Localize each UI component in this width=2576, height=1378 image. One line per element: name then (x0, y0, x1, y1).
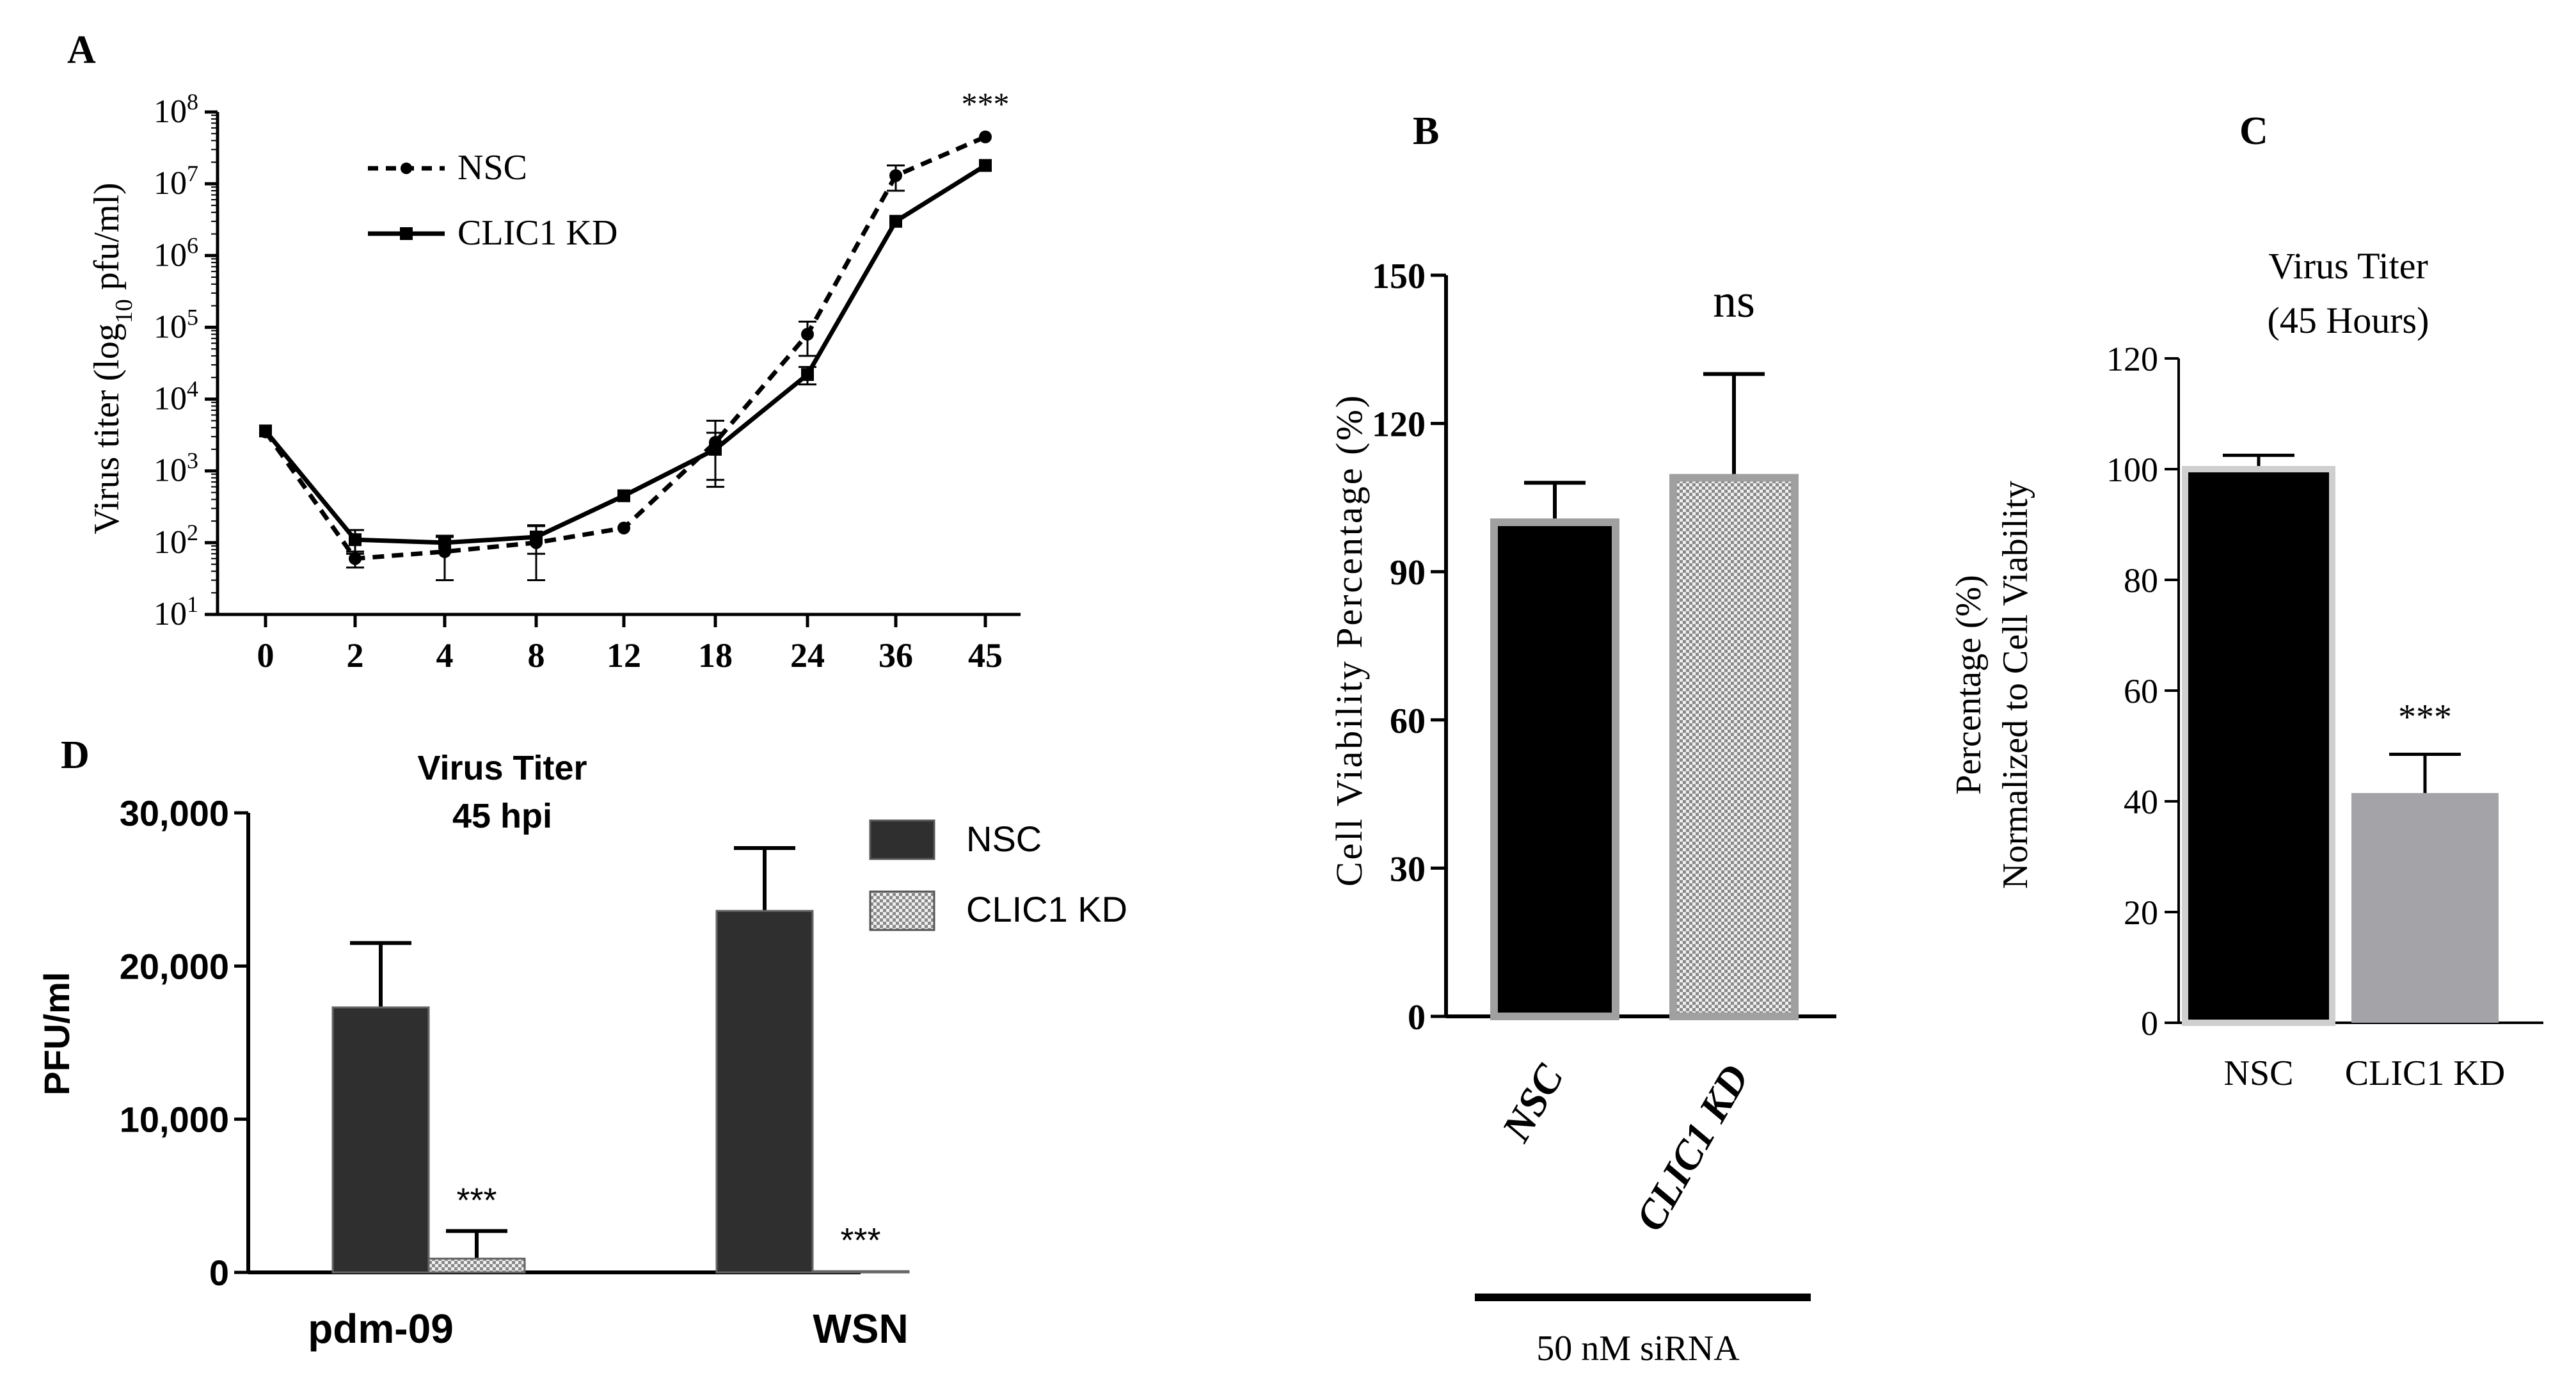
panel-b-y-axis-label: Cell Viability Percentage (%) (1328, 394, 1370, 886)
panel-a-point (530, 530, 543, 543)
panel-b-x-label-nsc: NSC (1493, 1056, 1573, 1149)
panel-a-significance: *** (962, 86, 1010, 122)
panel-a-legend-clic1kd: CLIC1 KD (457, 213, 617, 253)
panel-a-y-tick-label: 103 (154, 448, 198, 489)
panel-c-y-axis-label-line1: Percentage (%) (1949, 575, 1989, 795)
panel-d-legend-nsc: NSC (966, 819, 1042, 859)
panel-a-line (264, 163, 987, 545)
panel-d-legend: NSC CLIC1 KD (869, 819, 1127, 931)
panel-d-legend-clic1kd: CLIC1 KD (966, 889, 1127, 929)
panel-a-legend: NSC CLIC1 KD (368, 148, 617, 253)
panel-a-series-clic1kd (259, 159, 992, 555)
panel-d-significance: *** (840, 1221, 880, 1260)
panel-label-a: A (67, 28, 96, 72)
panel-b-group-label: 50 nM siRNA (1536, 1329, 1740, 1368)
panel-a-series-nsc (259, 130, 992, 581)
panel-d-x-label-pdm09: pdm-09 (308, 1306, 454, 1352)
panel-b-ns-label: ns (1713, 275, 1755, 328)
panel-c-y-axis-label-line2: Normalized to Cell Viability (1996, 481, 2035, 889)
panel-a-x-tick-label: 36 (879, 636, 913, 675)
panel-b-y-tick-label: 60 (1390, 701, 1426, 741)
panel-a-point (801, 328, 814, 341)
panel-d-x-label-wsn: WSN (813, 1306, 908, 1352)
panel-b-y-tick-label: 30 (1390, 849, 1426, 889)
panel-a-point (889, 169, 902, 182)
panel-a-point (259, 424, 272, 438)
panel-a-point (617, 489, 630, 502)
panel-c-bar-nsc (2182, 466, 2335, 1026)
panel-a-x-tick-label: 2 (347, 636, 364, 675)
panel-a-point (979, 130, 992, 143)
panel-c-x-label-clic1kd: CLIC1 KD (2345, 1054, 2505, 1093)
panel-a-y-tick-label: 107 (154, 161, 198, 202)
panel-c-x-label-nsc: NSC (2224, 1054, 2294, 1093)
panel-a-point (979, 159, 992, 172)
panel-a-x-tick-label: 4 (436, 636, 454, 675)
panel-label-d: D (61, 733, 90, 777)
panel-a-y-tick-label: 106 (154, 232, 198, 273)
panel-c-y-tick-label: 120 (2106, 340, 2158, 378)
panel-d-bar-nsc (715, 909, 814, 1274)
panel-d-significance: *** (456, 1181, 497, 1219)
panel-a-point (801, 368, 814, 381)
panel-d-y-tick-label: 10,000 (120, 1100, 229, 1140)
panel-d-title-line2: 45 hpi (452, 797, 552, 835)
panel-d-y-axis-label: PFU/ml (36, 972, 77, 1096)
panel-a-y-axis-label: Virus titer (log10 pfu/ml) (87, 182, 138, 534)
panel-b-y-tick-label: 0 (1408, 998, 1426, 1038)
panel-c-y-tick-label: 100 (2106, 451, 2158, 489)
panel-a-line-chart: 0 2 4 8 12 18 24 36 45 101102103104105106107108 … (87, 86, 1021, 675)
panel-a-point (617, 521, 630, 534)
panel-c-y-tick-label: 80 (2124, 561, 2158, 600)
panel-d-y-tick-label: 30,000 (120, 793, 229, 833)
panel-d-bar-clic1kd (427, 1257, 526, 1274)
panel-b-bar-clic1kd (1669, 474, 1799, 1020)
panel-c-significance: *** (2398, 697, 2452, 737)
panel-c-y-tick-label: 0 (2141, 1004, 2158, 1043)
panel-c-title-line1: Virus Titer (2268, 245, 2428, 287)
panel-b-bar-nsc (1490, 518, 1619, 1020)
panel-d-y-tick-label: 0 (209, 1253, 229, 1293)
panel-a-y-tick-label: 105 (154, 304, 198, 345)
panel-label-c: C (2239, 109, 2268, 153)
panel-a-point (349, 533, 362, 547)
panel-c-bar-clic1kd (2351, 793, 2499, 1023)
panel-a-point (438, 536, 451, 549)
panel-a-point (709, 442, 722, 456)
panel-b-y-tick-label: 150 (1372, 257, 1426, 296)
panel-b-y-tick-label: 120 (1372, 405, 1426, 445)
panel-d-bar-clic1kd (811, 1270, 910, 1274)
panel-a-point (349, 552, 362, 565)
panel-a-x-tick-label: 45 (968, 636, 1003, 675)
panel-a-y-tick-label: 108 (154, 89, 198, 130)
panel-a-y-tick-label: 101 (154, 591, 198, 632)
panel-b-x-label-clic1kd: CLIC1 KD (1626, 1057, 1758, 1238)
panel-a-x-tick-label: 0 (257, 636, 274, 675)
panel-c-title-line2: (45 Hours) (2268, 300, 2429, 341)
panel-a-legend-nsc: NSC (457, 148, 527, 188)
panel-b-bar-chart: 0 30 60 90 120 150 ns Cell Viability Percenta… (1328, 257, 1836, 1368)
panel-label-b: B (1413, 109, 1439, 153)
panel-c-bar-chart: Virus Titer (45 Hours) 0 20 40 60 80 100 120 *… (1949, 245, 2543, 1093)
panel-a-x-tick-label: 12 (607, 636, 641, 675)
panel-d-title-line1: Virus Titer (417, 749, 587, 787)
panel-d-grouped-bar-chart: Virus Titer 45 hpi 0 10,000 20,000 30,000 *… (36, 749, 1127, 1352)
panel-a-x-tick-label: 18 (698, 636, 733, 675)
panel-c-y-tick-label: 60 (2124, 672, 2158, 710)
panel-a-y-tick-label: 104 (154, 376, 198, 417)
panel-a-x-tick-label: 24 (790, 636, 825, 675)
panel-d-bar-nsc (331, 1006, 430, 1274)
panel-a-x-tick-label: 8 (528, 636, 545, 675)
panel-a-y-tick-label: 102 (154, 520, 198, 561)
panel-c-y-tick-label: 20 (2124, 893, 2158, 932)
panel-d-y-tick-label: 20,000 (120, 946, 229, 986)
panel-a-point (889, 214, 902, 228)
panel-b-y-tick-label: 90 (1390, 553, 1426, 593)
panel-c-y-tick-label: 40 (2124, 783, 2158, 821)
